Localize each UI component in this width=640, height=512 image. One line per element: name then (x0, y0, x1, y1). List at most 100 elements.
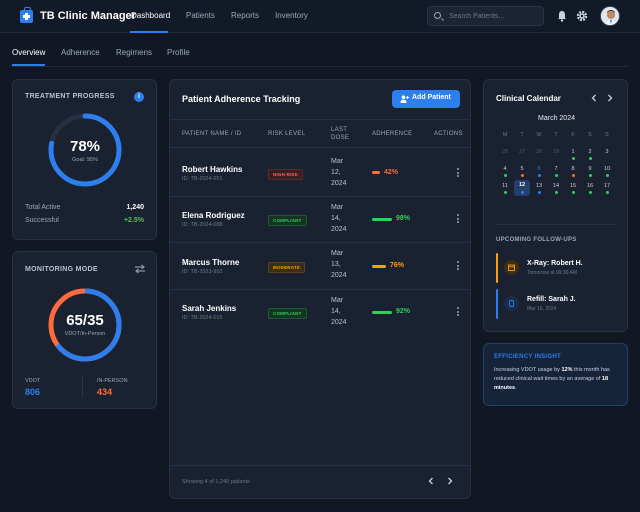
nav-patients[interactable]: Patients (186, 11, 215, 20)
add-patient-button[interactable]: Add Patient (392, 90, 460, 108)
event-dot (520, 191, 524, 194)
calendar-day-number: 27 (518, 149, 526, 155)
patient-id: ID: TB-2023-992 (182, 269, 223, 275)
row-divider (170, 196, 470, 197)
calendar-day-number: 7 (554, 166, 558, 172)
gear-icon[interactable] (576, 10, 588, 22)
last-dose: Mar 12, 2024 (331, 158, 347, 187)
calendar-day[interactable]: 10 (600, 164, 614, 178)
calendar-day[interactable]: 1 (566, 147, 580, 161)
col-adherence: ADHERENCE (372, 131, 413, 137)
event-dot (589, 174, 592, 177)
calendar-day[interactable]: 9 (583, 164, 597, 178)
calendar-day[interactable]: 8 (566, 164, 580, 178)
calendar-day[interactable]: 12 (514, 180, 530, 196)
adherence-bar (372, 311, 392, 314)
patient-id: ID: TB-2024-015 (182, 315, 223, 321)
calendar-day[interactable]: 5 (515, 164, 529, 178)
followup-item[interactable]: X-Ray: Robert H. Tomorrow at 09:30 AM (496, 253, 617, 283)
adherence-bar (372, 218, 392, 221)
progress-percent: 78% (69, 138, 101, 155)
weekday-label: F (571, 132, 575, 138)
weekday-label: M (502, 132, 508, 138)
tab-divider (12, 66, 628, 67)
patient-id: ID: TB-2024-088 (182, 222, 223, 228)
search-box[interactable] (427, 6, 544, 26)
nav-inventory[interactable]: Inventory (275, 11, 308, 20)
vdot-label: VDOT (25, 378, 41, 384)
chevron-right-icon[interactable] (606, 93, 614, 103)
insight-title: EFFICIENCY INSIGHT (494, 354, 561, 360)
calendar-card: Clinical Calendar March 2024 M T W T F S S 26 27… (483, 79, 628, 332)
calendar-day[interactable]: 26 (498, 147, 512, 161)
total-active-label: Total Active (25, 204, 61, 211)
col-actions: ACTIONS (434, 131, 463, 137)
swap-icon[interactable] (134, 264, 146, 274)
successful-value: +2.5% (123, 217, 144, 224)
search-input[interactable] (449, 10, 539, 22)
chevron-left-icon[interactable] (427, 476, 435, 486)
calendar-day[interactable]: 16 (583, 181, 597, 195)
event-dot (555, 191, 558, 194)
footer-rule (170, 465, 470, 466)
more-icon[interactable] (457, 214, 459, 223)
row-divider (170, 289, 470, 290)
nav-reports[interactable]: Reports (231, 11, 260, 20)
nav-dashboard[interactable]: Dashboard (131, 11, 171, 20)
tab-overview[interactable]: Overview (12, 48, 46, 57)
adherence-title: Patient Adherence Tracking (182, 94, 301, 104)
chevron-right-icon[interactable] (446, 476, 454, 486)
calendar-day[interactable]: 17 (600, 181, 614, 195)
tab-regimens[interactable]: Regimens (116, 48, 153, 57)
top-bar: TB Clinic Manager Dashboard Patients Rep… (0, 0, 640, 33)
event-dot (589, 191, 592, 194)
followup-item[interactable]: Refill: Sarah J. Mar 16, 2024 (496, 289, 617, 319)
calendar-day[interactable]: 27 (515, 147, 529, 161)
event-dot (572, 174, 575, 177)
adherence-bar (372, 265, 386, 268)
more-icon[interactable] (457, 168, 459, 177)
event-dot (521, 174, 524, 177)
col-patient: PATIENT NAME / ID (182, 131, 242, 137)
add-patient-label: Add Patient (412, 94, 451, 101)
progress-ring (48, 113, 122, 187)
calendar-day-number: 16 (586, 183, 594, 189)
weekday-label: T (520, 132, 524, 138)
chevron-left-icon[interactable] (590, 93, 598, 103)
calendar-day[interactable]: 11 (498, 181, 512, 195)
adherence-card: Patient Adherence Tracking Add Patient P… (169, 79, 471, 499)
calendar-day-number: 15 (569, 183, 577, 189)
more-icon[interactable] (457, 261, 459, 270)
weekday-label: W (536, 132, 542, 138)
risk-badge: COMPLIANT (268, 215, 307, 226)
inperson-value: 434 (97, 387, 113, 397)
calendar-day[interactable]: 6 (532, 164, 546, 178)
calendar-day-number: 29 (552, 149, 560, 155)
calendar-day-number: 2 (588, 149, 592, 155)
calendar-day[interactable]: 15 (566, 181, 580, 195)
calendar-day[interactable]: 28 (532, 147, 546, 161)
calendar-day[interactable]: 7 (549, 164, 563, 178)
event-dot (504, 191, 507, 194)
calendar-icon (504, 260, 519, 275)
last-dose: Mar 14, 2024 (331, 297, 347, 326)
mode-ratio: 65/35 (66, 312, 104, 329)
app-title: TB Clinic Manager (40, 10, 136, 22)
calendar-day[interactable]: 3 (600, 147, 614, 161)
adherence-bar (372, 171, 380, 174)
vdot-value: 806 (25, 387, 41, 397)
tab-adherence[interactable]: Adherence (61, 48, 100, 57)
calendar-day[interactable]: 13 (532, 181, 546, 195)
bell-icon[interactable] (557, 10, 567, 22)
total-active-value: 1,240 (126, 204, 144, 211)
calendar-day-number: 8 (571, 166, 575, 172)
calendar-day[interactable]: 4 (498, 164, 512, 178)
more-icon[interactable] (457, 307, 459, 316)
calendar-day[interactable]: 29 (549, 147, 563, 161)
followup-accent (496, 289, 498, 319)
info-icon[interactable]: i (134, 92, 144, 102)
calendar-day[interactable]: 14 (549, 181, 563, 195)
tab-profile[interactable]: Profile (167, 48, 190, 57)
calendar-day[interactable]: 2 (583, 147, 597, 161)
user-avatar[interactable] (600, 6, 620, 26)
